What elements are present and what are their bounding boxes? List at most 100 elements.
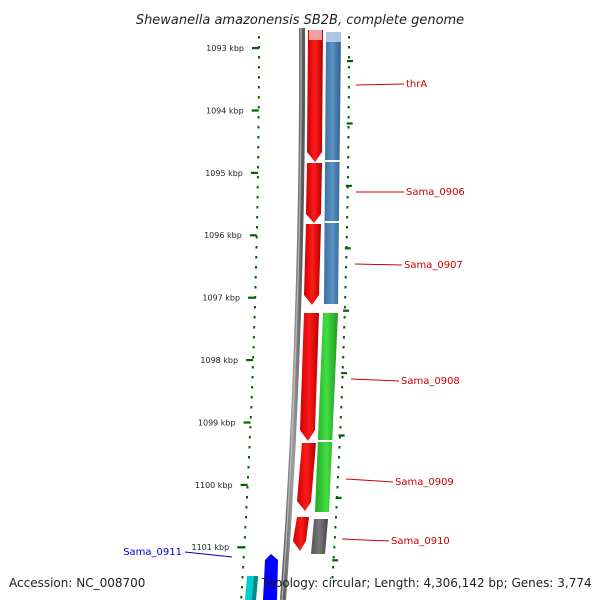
ruler-dot <box>332 566 335 569</box>
ruler-dot <box>257 96 260 99</box>
tick-label: 1099 kbp <box>198 418 236 427</box>
major-tick <box>345 184 352 187</box>
cds-arrow-sama-0907[interactable] <box>304 224 321 305</box>
major-tick <box>246 359 254 362</box>
bottom-features <box>245 554 278 600</box>
ruler-dot <box>341 386 344 389</box>
ruler-dot <box>257 86 260 89</box>
feature-bar-green[interactable] <box>315 313 338 512</box>
ruler-dot <box>332 556 335 559</box>
ruler-dot <box>347 126 350 129</box>
ruler-dot <box>344 296 347 299</box>
gene-leader-line <box>354 263 403 266</box>
ruler-dot <box>342 346 345 349</box>
ruler-dot <box>257 156 260 159</box>
ruler-dot <box>346 206 349 209</box>
major-tick <box>347 60 353 63</box>
ruler-dot <box>343 316 346 319</box>
ruler-dot <box>347 86 350 89</box>
gene-label[interactable]: Sama_0910 <box>391 536 450 547</box>
feature-arrow-dark-blue[interactable] <box>263 554 278 600</box>
tick-ruler <box>240 36 260 599</box>
major-tick <box>341 372 348 375</box>
major-tick <box>243 421 251 424</box>
ruler-dot <box>243 536 246 539</box>
ruler-dot <box>250 406 253 409</box>
ruler-dot <box>248 446 251 449</box>
ruler-dot <box>347 146 350 149</box>
gene-leader-line <box>184 551 233 558</box>
cds-arrow-sama-0908[interactable] <box>300 313 319 441</box>
ruler-dot <box>341 366 344 369</box>
ruler-dot <box>345 236 348 239</box>
gene-labels: thrA Sama_0906 Sama_0907 Sama_0908 Sama_0909… <box>123 79 465 558</box>
ruler-dot <box>347 96 350 99</box>
gene-label[interactable]: thrA <box>406 79 427 90</box>
ruler-dot <box>243 546 246 549</box>
ruler-dot <box>331 576 334 579</box>
ruler-dot <box>258 56 260 59</box>
ruler-dot <box>333 546 336 549</box>
ruler-dot <box>240 596 243 599</box>
gene-label[interactable]: Sama_0908 <box>401 376 460 387</box>
ruler-dot <box>348 56 350 59</box>
ruler-dot <box>347 116 350 119</box>
ruler-dot <box>341 376 344 379</box>
cds-arrow-sama-0910[interactable] <box>293 517 309 551</box>
ruler-dot <box>254 276 257 279</box>
major-tick <box>249 234 257 237</box>
ruler-dot <box>333 536 336 539</box>
ruler-dot <box>245 506 248 509</box>
major-tick <box>338 434 345 437</box>
ruler-dot <box>255 256 258 259</box>
cds-arrow-thrA[interactable] <box>307 30 323 162</box>
ruler-dot <box>257 106 260 109</box>
ruler-dot <box>254 286 257 289</box>
ruler-dot <box>247 466 250 469</box>
major-tick <box>250 171 258 174</box>
ruler-dot <box>334 526 337 529</box>
ruler-dot <box>258 36 260 39</box>
tick-label: 1100 kbp <box>195 481 233 490</box>
gene-label[interactable]: Sama_0911 <box>123 547 182 558</box>
major-tick <box>251 109 259 112</box>
major-tick <box>335 496 342 499</box>
ruler-dot <box>346 196 349 199</box>
ruler-dot <box>240 586 243 589</box>
major-tick <box>346 122 353 125</box>
ruler-dot <box>256 176 259 179</box>
ruler-dot <box>254 296 257 299</box>
gene-label[interactable]: Sama_0907 <box>404 260 463 271</box>
tick-label: 1101 kbp <box>191 543 229 552</box>
ruler-dot <box>339 416 342 419</box>
ruler-dot <box>245 516 247 519</box>
cds-arrow-sama-0909[interactable] <box>297 443 316 511</box>
ruler-dot <box>256 186 259 189</box>
feature-track <box>311 32 341 554</box>
tick-label: 1094 kbp <box>206 106 244 115</box>
tick-labels: 1093 kbp 1094 kbp 1095 kbp 1096 kbp 1097 kbp… <box>191 44 353 562</box>
feature-bar-gray[interactable] <box>311 519 328 554</box>
ruler-dot <box>255 266 257 269</box>
forward-cds-track <box>293 30 323 551</box>
ruler-dot <box>347 106 350 109</box>
ruler-dot <box>250 396 253 399</box>
gene-label[interactable]: Sama_0906 <box>406 187 465 198</box>
major-tick <box>240 483 248 486</box>
ruler-dot <box>257 146 260 149</box>
ruler-dot <box>342 356 345 359</box>
gene-leader-line <box>350 378 400 382</box>
ruler-dot <box>248 456 250 459</box>
ruler-dot <box>257 116 260 119</box>
ruler-dot <box>249 426 252 429</box>
gene-label[interactable]: Sama_0909 <box>395 477 454 488</box>
cds-arrow-sama-0906[interactable] <box>306 163 322 223</box>
feature-bar-blue[interactable] <box>324 32 341 304</box>
ruler-dot <box>347 136 350 139</box>
ruler-dot <box>241 576 244 579</box>
genome-summary-text: Topology: circular; Length: 4,306,142 bp… <box>261 576 592 590</box>
ruler-dot <box>337 466 340 469</box>
tick-label: 1098 kbp <box>200 356 238 365</box>
ruler-dot <box>338 456 340 459</box>
ruler-dot <box>244 526 247 529</box>
